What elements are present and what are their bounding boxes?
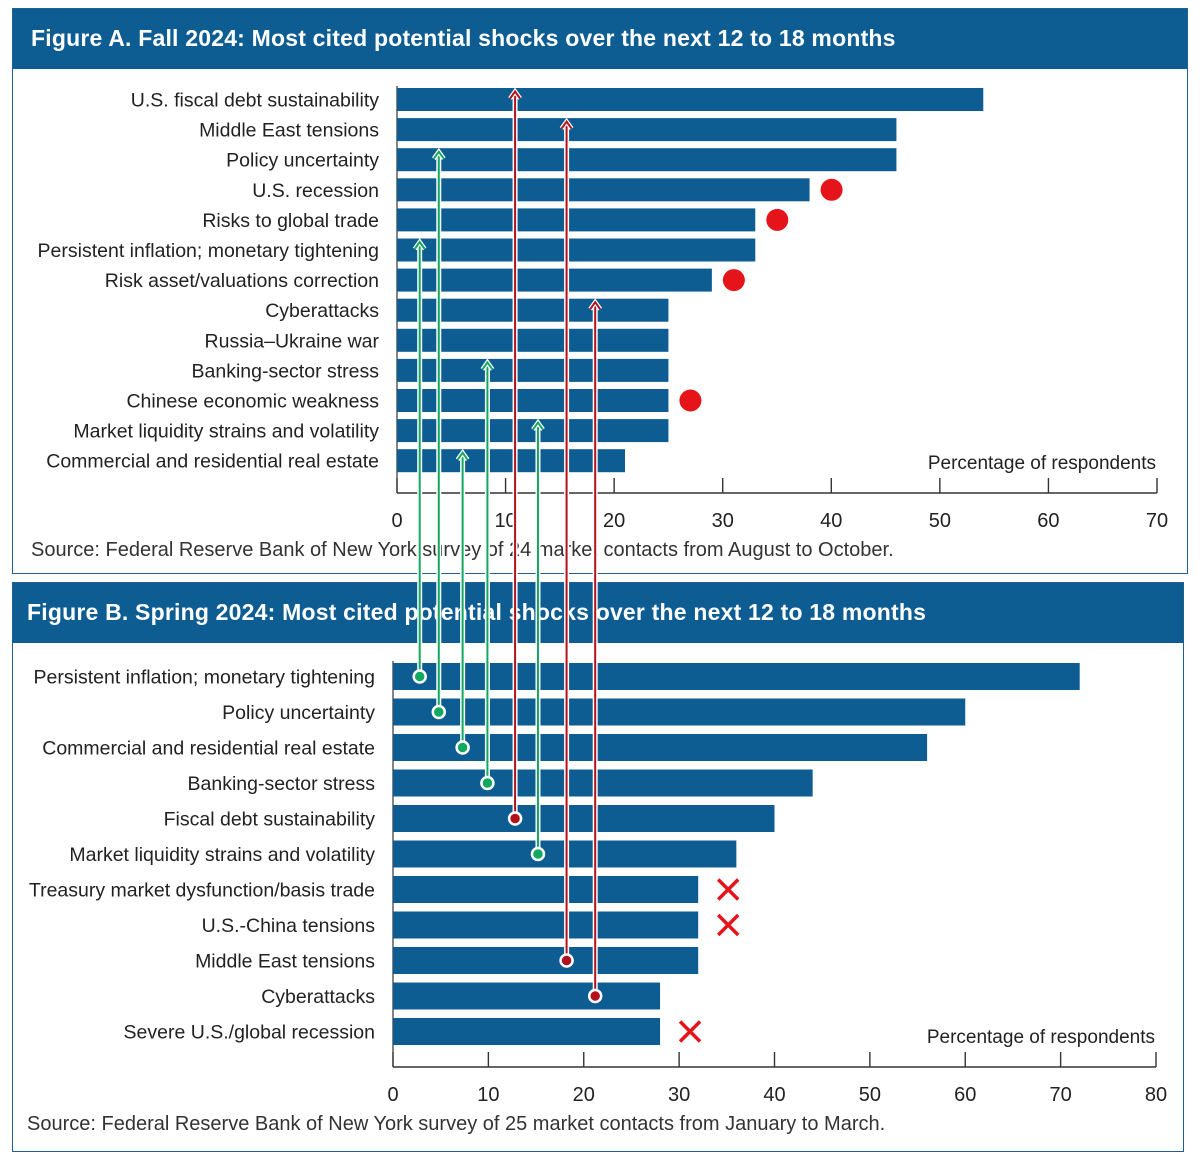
a-new-entry-dot-risk-asset-valuations-correction: [722, 269, 745, 292]
a-bar-policy-uncertainty: [397, 148, 897, 172]
b-tick-label-30: 30: [668, 1084, 690, 1106]
b-bar-cyberattacks: [393, 982, 661, 1010]
a-new-entry-dot-chinese-economic-weakness: [679, 389, 702, 412]
b-tick-label-10: 10: [477, 1084, 499, 1106]
b-bar-treasury-market-dysfunction-basis-trade: [393, 876, 699, 903]
b-category-label-severe-u-s-global-recession: Severe U.S./global recession: [124, 1022, 375, 1044]
a-bar-persistent-inflation-monetary-tightening: [397, 238, 756, 262]
link-cyberattacks-arrowhead: [589, 300, 602, 310]
a-bar-russia-ukraine-war: [397, 328, 669, 352]
b-bar-severe-u-s-global-recession: [393, 1018, 661, 1045]
a-category-label-chinese-economic-weakness: Chinese economic weakness: [126, 391, 379, 413]
a-category-label-u-s-recession: U.S. recession: [252, 180, 379, 202]
b-dropped-x-treasury-market-dysfunction-basis-trade: [716, 878, 740, 901]
b-bar-fiscal-debt-sustainability: [393, 805, 775, 832]
link-banking-sector-stress-origin-dot: [480, 775, 495, 791]
a-category-label-u-s-fiscal-debt-sustainability: U.S. fiscal debt sustainability: [131, 90, 379, 112]
b-category-label-commercial-and-residential-real-estate: Commercial and residential real estate: [42, 738, 375, 760]
b-category-label-u-s-china-tensions: U.S.-China tensions: [202, 915, 376, 937]
b-category-label-market-liquidity-strains-and-volatility: Market liquidity strains and volatility: [69, 844, 375, 866]
b-category-label-policy-uncertainty: Policy uncertainty: [222, 702, 375, 724]
link-market-liquidity-strains-and-volatility-origin-dot: [530, 846, 546, 862]
a-tick-label-40: 40: [820, 510, 842, 532]
link-policy-uncertainty-arrowhead: [432, 149, 445, 160]
a-bar-risks-to-global-trade: [397, 208, 756, 232]
link-policy-uncertainty-origin-dot: [431, 704, 447, 720]
a-tick-label-10: 10: [494, 510, 516, 532]
a-category-label-russia-ukraine-war: Russia–Ukraine war: [205, 330, 380, 352]
link-banking-sector-stress-arrowhead: [481, 360, 494, 370]
a-bar-risk-asset-valuations-correction: [397, 268, 712, 292]
link-commercial-and-residential-real-estate-origin-dot: [455, 740, 470, 755]
a-tick-label-0: 0: [391, 510, 402, 532]
link-cyberattacks-origin-dot: [587, 988, 603, 1004]
b-bar-commercial-and-residential-real-estate: [393, 734, 928, 761]
a-category-label-risks-to-global-trade: Risks to global trade: [202, 210, 379, 232]
a-category-label-market-liquidity-strains-and-volatility: Market liquidity strains and volatility: [73, 421, 379, 443]
b-category-label-fiscal-debt-sustainability: Fiscal debt sustainability: [164, 809, 376, 831]
a-category-label-policy-uncertainty: Policy uncertainty: [226, 150, 379, 172]
b-bar-banking-sector-stress: [393, 769, 813, 797]
link-commercial-and-residential-real-estate-arrowhead: [456, 450, 469, 461]
a-bar-banking-sector-stress: [397, 358, 669, 382]
b-bar-middle-east-tensions: [393, 947, 699, 974]
a-tick-label-50: 50: [929, 510, 951, 532]
link-u-s-fiscal-debt-sustainability-arrowhead: [509, 89, 521, 100]
link-middle-east-tensions-arrowhead: [560, 119, 573, 130]
a-category-label-banking-sector-stress: Banking-sector stress: [192, 360, 380, 382]
b-tick-label-20: 20: [573, 1084, 595, 1106]
a-category-label-middle-east-tensions: Middle East tensions: [199, 120, 379, 142]
a-category-label-risk-asset-valuations-correction: Risk asset/valuations correction: [105, 270, 379, 292]
rank-change-links: [412, 87, 603, 1004]
link-middle-east-tensions-origin-dot: [559, 953, 574, 968]
b-axis-label: Percentage of respondents: [927, 1027, 1155, 1048]
figure-b-source: Source: Federal Reserve Bank of New York…: [27, 1113, 886, 1135]
figure-b-title: Figure B. Spring 2024: Most cited potent…: [13, 583, 1183, 643]
b-tick-label-70: 70: [1050, 1084, 1072, 1106]
link-persistent-inflation-monetary-tightening-origin-dot: [412, 669, 427, 684]
a-tick-label-20: 20: [603, 510, 625, 532]
b-bar-policy-uncertainty: [393, 698, 966, 726]
b-category-label-middle-east-tensions: Middle East tensions: [195, 951, 375, 973]
link-persistent-inflation-monetary-tightening-arrowhead: [413, 240, 426, 250]
b-tick-label-0: 0: [387, 1084, 398, 1106]
a-bar-u-s-fiscal-debt-sustainability: [397, 88, 984, 111]
b-category-label-persistent-inflation-monetary-tightening: Persistent inflation; monetary tightenin…: [34, 667, 375, 689]
a-tick-label-60: 60: [1037, 510, 1059, 532]
link-u-s-fiscal-debt-sustainability-origin-dot: [507, 811, 523, 826]
figure-a-plot: 0 10 20 30 40 50 60 70 Percentage of respondents…: [38, 86, 1168, 532]
a-category-label-persistent-inflation-monetary-tightening: Persistent inflation; monetary tightenin…: [38, 240, 379, 262]
a-bar-middle-east-tensions: [397, 118, 897, 142]
b-tick-label-50: 50: [859, 1084, 881, 1106]
a-bar-u-s-recession: [397, 178, 810, 202]
link-market-liquidity-strains-and-volatility-arrowhead: [532, 420, 544, 431]
b-tick-label-40: 40: [763, 1084, 785, 1106]
b-tick-label-80: 80: [1145, 1084, 1167, 1106]
a-new-entry-dot-u-s-recession: [820, 178, 843, 201]
a-tick-label-30: 30: [712, 510, 734, 532]
b-dropped-x-u-s-china-tensions: [716, 913, 740, 937]
a-axis-label: Percentage of respondents: [928, 453, 1156, 474]
a-tick-label-70: 70: [1146, 510, 1168, 532]
a-bar-cyberattacks: [397, 298, 669, 322]
figure-b-plot: 0 10 20 30 40 50 60 70 80 Percentage of responden…: [29, 661, 1167, 1106]
b-dropped-x-severe-u-s-global-recession: [678, 1020, 702, 1043]
b-tick-label-60: 60: [954, 1084, 976, 1106]
a-new-entry-dot-risks-to-global-trade: [766, 208, 789, 231]
b-category-label-treasury-market-dysfunction-basis-trade: Treasury market dysfunction/basis trade: [29, 880, 375, 902]
a-bar-commercial-and-residential-real-estate: [397, 449, 625, 473]
figure-a-title: Figure A. Fall 2024: Most cited potentia…: [13, 9, 1187, 69]
b-bar-persistent-inflation-monetary-tightening: [393, 663, 1080, 690]
b-category-label-cyberattacks: Cyberattacks: [261, 986, 375, 1008]
a-bar-chinese-economic-weakness: [397, 389, 669, 412]
a-category-label-commercial-and-residential-real-estate: Commercial and residential real estate: [46, 451, 379, 473]
b-category-label-banking-sector-stress: Banking-sector stress: [188, 773, 376, 795]
a-category-label-cyberattacks: Cyberattacks: [265, 300, 379, 322]
a-bar-market-liquidity-strains-and-volatility: [397, 419, 669, 443]
b-bar-u-s-china-tensions: [393, 911, 699, 939]
